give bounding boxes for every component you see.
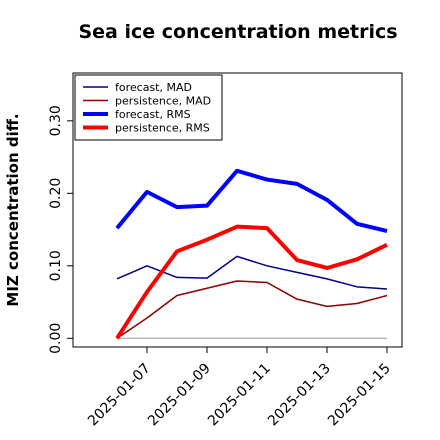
legend-label: persistence, RMS [115,122,210,135]
y-tick-label: 0.30 [48,105,64,136]
legend-box [74,74,223,141]
y-tick-label: 0.10 [48,250,64,281]
y-tick-label: 0.20 [48,178,64,209]
chart-title: Sea ice concentration metrics [78,21,397,43]
legend-label: persistence, MAD [115,95,211,108]
x-tick-label: 2025-01-09 [145,361,214,430]
y-tick-label: 0.00 [48,323,64,354]
x-tick-label: 2025-01-07 [85,361,154,430]
legend-label: forecast, RMS [115,108,191,121]
legend-label: forecast, MAD [115,81,192,94]
plot-box [72,72,403,348]
x-tick-label: 2025-01-13 [265,361,334,430]
y-axis-label: MIZ concentration diff. [4,113,22,306]
series-line [115,168,388,233]
x-tick-label: 2025-01-15 [325,361,394,430]
series-line [116,280,388,339]
series-line [115,224,388,340]
x-tick-label: 2025-01-11 [205,361,274,430]
